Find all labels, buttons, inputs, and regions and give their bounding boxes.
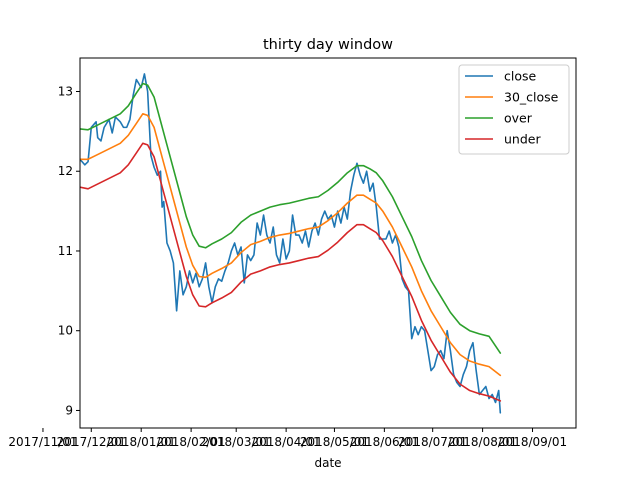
series-line-under (80, 142, 502, 402)
x-tick-label: 2018/07/01 (398, 435, 467, 449)
x-tick-label: 2018/06/01 (350, 435, 419, 449)
x-axis: 2017/11/012017/12/012018/01/012018/02/01… (8, 428, 567, 449)
legend-label: 30_close (504, 90, 559, 105)
x-tick-label: 2018/04/01 (252, 435, 321, 449)
axes-frame (79, 57, 577, 429)
x-tick-label: 2018/05/01 (300, 435, 369, 449)
x-tick-label: 2018/02/01 (157, 435, 226, 449)
y-tick-label: 12 (58, 164, 73, 178)
y-axis: 9 10 11 12 13 (58, 84, 80, 417)
y-tick-label: 13 (58, 84, 73, 98)
y-tick-label: 9 (65, 403, 73, 417)
series-line-close (80, 73, 502, 414)
x-tick-label: 2018/03/01 (202, 435, 271, 449)
x-tick-label: 2017/11/01 (8, 435, 77, 449)
chart-title: thirty day window (263, 37, 393, 53)
x-tick-label: 2018/08/01 (448, 435, 517, 449)
series-line-30-close (80, 113, 502, 377)
legend-label: over (504, 111, 533, 126)
x-axis-label: date (314, 456, 341, 470)
x-tick-label: 2018/09/01 (498, 435, 567, 449)
legend-label: close (504, 69, 537, 84)
plot-area (80, 73, 502, 414)
legend-frame (458, 64, 570, 155)
y-tick-label: 11 (58, 244, 73, 258)
x-tick-label: 2018/01/01 (107, 435, 176, 449)
legend-label: under (504, 132, 541, 147)
series-line-over (80, 82, 502, 354)
y-tick-label: 10 (58, 324, 73, 338)
x-tick-label: 2017/12/01 (57, 435, 126, 449)
